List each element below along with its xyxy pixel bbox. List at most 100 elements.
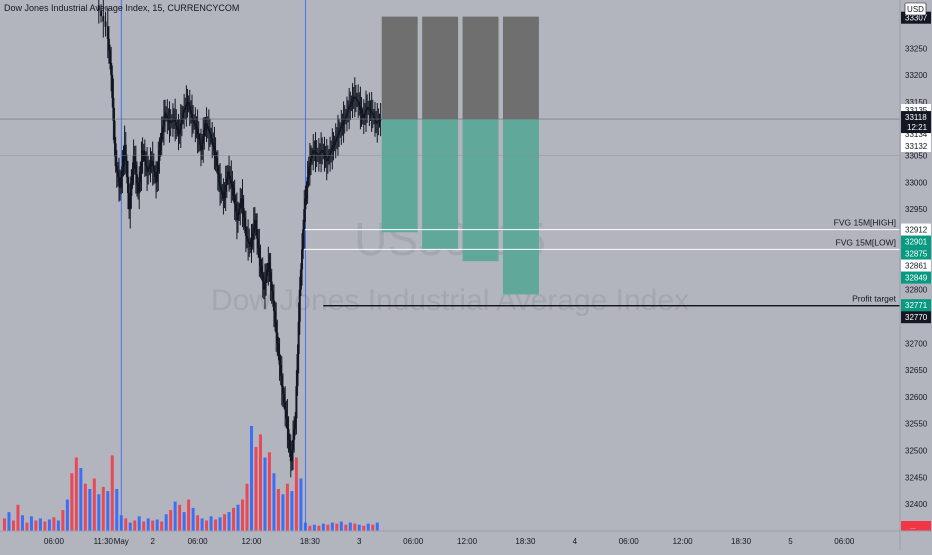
price-label-box	[901, 271, 931, 284]
candle-body	[318, 152, 321, 155]
candle-body	[299, 269, 302, 290]
current-price-value: 33118	[905, 113, 927, 122]
take-profit-zone[interactable]	[502, 119, 539, 295]
volume-bar	[209, 516, 213, 531]
candle-body	[247, 238, 250, 242]
candle-body	[122, 155, 125, 167]
stop-loss-zone[interactable]	[502, 16, 539, 120]
time-tick-label: 06:00	[403, 537, 424, 546]
price-axis[interactable]: 3325033200331503305033000329503280032750…	[900, 0, 932, 550]
price-tick-label: 33000	[905, 178, 928, 187]
candle-body	[252, 226, 255, 234]
volume-bar	[294, 457, 298, 531]
candle-body	[147, 168, 150, 172]
candle-body	[146, 166, 149, 172]
volume-bar	[249, 426, 253, 531]
candle-body	[257, 238, 260, 249]
candle-body	[170, 120, 173, 123]
candle-body	[153, 171, 156, 177]
volume-bar	[164, 514, 168, 531]
take-profit-zone[interactable]	[422, 119, 459, 250]
volume-bar	[79, 468, 83, 531]
candle-body	[149, 163, 152, 167]
candle-body	[126, 177, 129, 194]
candle-body	[133, 155, 136, 165]
price-label-box	[901, 223, 931, 236]
candle-body	[244, 226, 247, 236]
candle-body	[286, 418, 289, 430]
take-profit-zone[interactable]	[462, 119, 499, 262]
candle-body	[234, 203, 237, 212]
candle-body	[173, 118, 176, 120]
candle-body	[175, 122, 178, 127]
time-tick-label: 12:00	[241, 537, 262, 546]
take-profit-zone[interactable]	[381, 119, 418, 233]
stop-loss-zone[interactable]	[462, 16, 499, 120]
candle-body	[308, 162, 311, 167]
candle-body	[180, 118, 183, 124]
candle-body	[352, 96, 355, 100]
candle-body	[298, 289, 301, 322]
level-lines[interactable]: FVG 15M[HIGH] FVG 15M[LOW] Profit target	[303, 218, 900, 307]
price-candles	[97, 0, 382, 478]
volume-bar	[155, 519, 159, 531]
candle-body	[157, 160, 160, 172]
volume-bar	[200, 518, 204, 531]
candle-body	[205, 123, 208, 127]
candle-body	[340, 126, 343, 129]
candle-body	[358, 101, 361, 106]
candle-body	[110, 63, 113, 76]
candle-body	[369, 109, 372, 112]
candle-body	[128, 193, 131, 210]
candle-body	[134, 164, 137, 175]
volume-bar	[308, 525, 312, 531]
candle-body	[206, 126, 209, 129]
candle-body	[295, 386, 298, 419]
candle-body	[106, 26, 109, 39]
candle-body	[159, 139, 162, 151]
candle-body	[365, 109, 368, 113]
volume-bar	[92, 478, 96, 531]
candle-body	[338, 131, 341, 135]
candle-body	[344, 115, 347, 118]
candle-body	[119, 182, 122, 188]
candle-body	[179, 123, 182, 129]
candle-body	[124, 144, 127, 161]
candle-body	[254, 219, 257, 230]
candle-body	[201, 143, 204, 151]
currency-badge[interactable]: USD	[904, 2, 927, 16]
volume-bar	[276, 489, 280, 531]
candle-body	[102, 16, 105, 22]
candle-body	[283, 394, 286, 403]
candle-body	[317, 154, 320, 156]
position-tools[interactable]	[381, 16, 539, 295]
volume-bar	[191, 507, 195, 531]
candle-body	[174, 118, 177, 123]
candle-body	[229, 175, 232, 180]
price-label-box	[901, 247, 931, 260]
candle-body	[185, 104, 188, 108]
candle-body	[287, 429, 290, 440]
price-label-box	[901, 299, 931, 312]
candle-body	[161, 126, 164, 133]
price-tick-label: 33050	[905, 152, 928, 161]
stop-loss-zone[interactable]	[381, 16, 418, 120]
candle-body	[307, 166, 310, 177]
symbol-title[interactable]: Dow Jones Industrial Average Index, 15, …	[4, 3, 240, 13]
candle-body	[378, 120, 381, 122]
volume-bar	[52, 517, 56, 531]
stop-loss-zone[interactable]	[422, 16, 459, 120]
candle-body	[242, 207, 245, 218]
candle-body	[137, 183, 140, 194]
candle-body	[216, 166, 219, 175]
candle-body	[203, 130, 206, 137]
fvg-level-label: FVG 15M[HIGH]	[834, 218, 896, 228]
candle-body	[150, 160, 153, 164]
candle-body	[348, 107, 351, 110]
volume-bar	[299, 478, 303, 531]
candle-body	[357, 100, 360, 102]
volume-bars	[2, 426, 379, 531]
